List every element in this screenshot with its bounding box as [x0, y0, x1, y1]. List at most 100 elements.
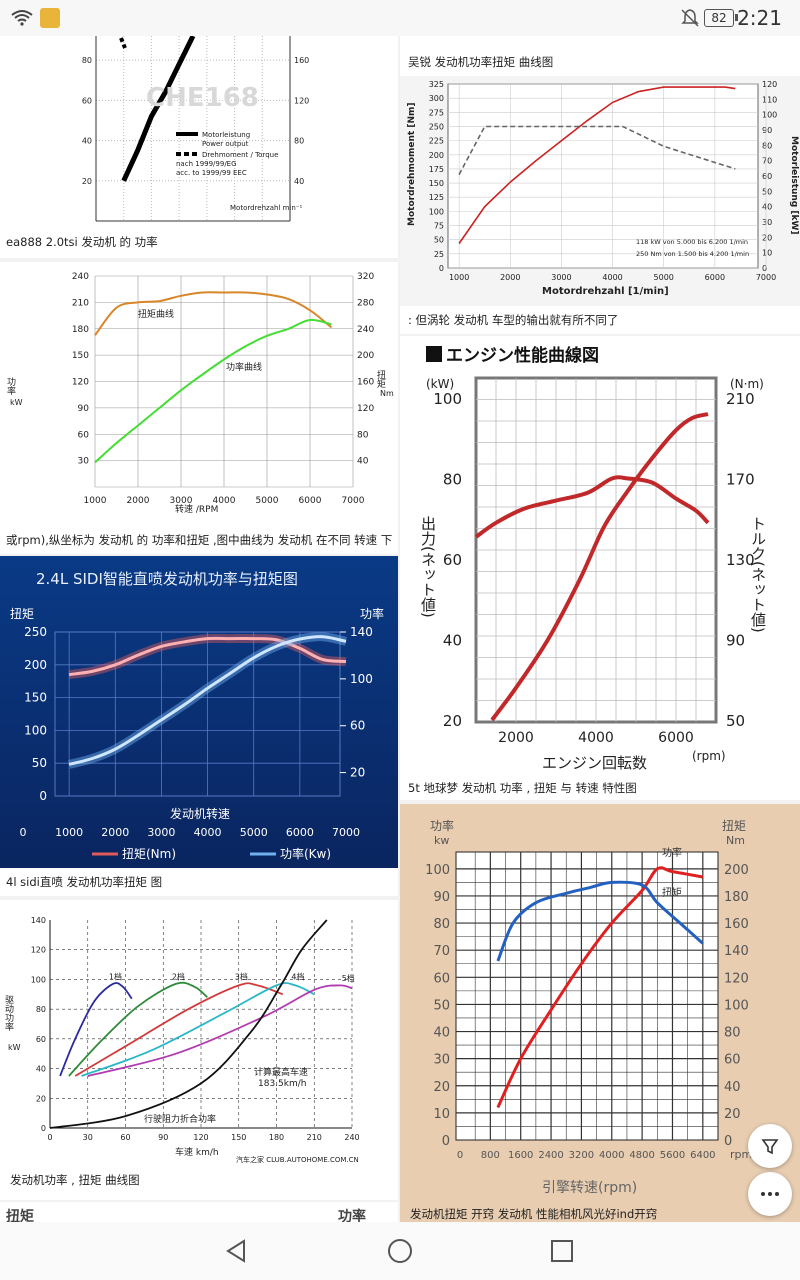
chart-motordrehzahl: 0 25 50 75 100 125 150 175 200 225 250 275 300 325 0 10… [400, 76, 800, 306]
chart-earth-dreams: 0 10 20 30 40 50 60 70 80 90 100 0 20 40 60 80 100 120 140… [425, 818, 752, 1196]
x-axis-title: エンジン回転数 [542, 754, 647, 772]
result-card-5[interactable]: 吴锐 发动机功率扭矩 曲线图 0 25 50 75 100 125 150 175 200 225… [400, 36, 800, 334]
series-power [496, 866, 704, 1109]
tick-label: 6000 [252, 225, 272, 226]
tick-label: 6000 [299, 496, 322, 506]
tick-label: 4000 [602, 273, 622, 282]
tick-label: 60 [443, 551, 462, 569]
back-icon[interactable] [216, 1231, 256, 1271]
tick-label: 160 [294, 56, 309, 65]
result-card-3[interactable]: 2.4L SIDI智能直喷发动机功率与扭矩图 扭矩 功率 0 50 100 150 200 25… [0, 556, 398, 896]
series-gear [59, 982, 133, 1077]
result-card-4[interactable]: 0 30 60 90 120 150 180 210 240 0 20 40 60 80 100 120 140… [0, 900, 398, 1200]
tick-label: 4000 [599, 1150, 624, 1161]
tick-label: 90 [78, 404, 90, 414]
tick-label: 60 [36, 1035, 46, 1044]
tick-label: 60 [724, 1053, 741, 1068]
y-axis-unit: Nm [380, 389, 394, 398]
tick-label: 40 [443, 632, 462, 650]
tick-label: 90 [726, 632, 745, 650]
tick-label: 4800 [629, 1150, 654, 1161]
tick-label: 80 [357, 430, 369, 440]
more-icon [761, 1192, 779, 1196]
chart-bg [0, 36, 398, 226]
tick-label: 70 [433, 944, 450, 959]
tick-label: 0 [439, 264, 444, 273]
tick-label: 7000 [342, 496, 365, 506]
tick-label: 125 [429, 193, 444, 202]
navigation-bar [0, 1222, 800, 1280]
tick-label: 1600 [508, 1150, 533, 1161]
tick-label: 100 [24, 723, 47, 737]
tick-label: 80 [724, 1026, 741, 1041]
tick-label: 0 [47, 1133, 52, 1142]
tick-label: 40 [82, 137, 92, 146]
tick-label: 6000 [705, 273, 725, 282]
recents-icon[interactable] [542, 1231, 582, 1271]
legend-label: Drehmoment / Torque [202, 151, 278, 159]
series-label: 功率 [662, 846, 682, 859]
partial-label-left: 扭矩 [6, 1209, 34, 1222]
result-card-6[interactable]: エンジン性能曲線図 (kW) (N·m) 20 40 60 80 100 50 90 130 170 2… [400, 336, 800, 800]
tick-label: 30 [762, 218, 772, 227]
series-power [94, 318, 332, 464]
tick-label: 25 [434, 250, 444, 259]
tick-label: 50 [434, 236, 444, 245]
y-axis-title: 功率 [430, 818, 454, 833]
tick-label: 20 [724, 1107, 741, 1122]
tick-label: 100 [425, 863, 450, 878]
x-axis-title: Motordrehzahl [1/min] [542, 286, 669, 297]
clock: 2:21 [737, 6, 782, 30]
tick-label: 180 [72, 325, 89, 335]
tick-label: 100 [762, 111, 777, 120]
tick-label: 40 [762, 203, 772, 212]
tick-label: 140 [724, 944, 749, 959]
tick-label: 150 [231, 1133, 246, 1142]
gear-label: 3档 [235, 971, 248, 981]
legend-label: 功率(Kw) [280, 846, 331, 861]
result-caption: ea888 2.0tsi 发动机 的 功率 [6, 235, 158, 249]
y-axis-title: 出力(ネット値) [419, 516, 437, 618]
tick-label: 240 [357, 325, 374, 335]
annotation: 行驶阻力折合功率 [144, 1113, 216, 1125]
tick-label: 5000 [224, 225, 244, 226]
tick-label: 90 [433, 890, 450, 905]
x-axis-title: 转速 /RPM [175, 503, 218, 515]
result-card-1[interactable]: 1000 2000 3000 4000 5000 6000 7000 20 40 60 80 40 80… [0, 36, 398, 258]
more-button[interactable] [748, 1172, 792, 1216]
tick-label: 100 [429, 207, 444, 216]
gear-label: 1档 [109, 971, 122, 981]
result-card-7[interactable]: 0 10 20 30 40 50 60 70 80 90 100 0 20 40 60 80 100 120 140… [400, 804, 800, 1222]
tick-label: 140 [350, 625, 373, 639]
y-axis-title: Motorleistung [kW] [789, 136, 799, 235]
gear-label: 2档 [172, 971, 185, 981]
filter-button[interactable] [748, 1124, 792, 1168]
tick-label: 40 [294, 177, 304, 186]
tick-label: 3200 [569, 1150, 594, 1161]
tick-label: 60 [762, 172, 772, 181]
chart-bg [0, 556, 398, 868]
result-caption: 吴锐 发动机功率扭矩 曲线图 [408, 55, 554, 69]
series-gear [74, 982, 284, 1077]
legend-label: nach 1999/99/EG [176, 160, 237, 168]
result-caption: 4l sidi直喷 发动机功率扭矩 图 [6, 875, 163, 889]
tick-label: 0 [457, 1150, 463, 1161]
tick-label: 320 [357, 272, 374, 282]
result-caption: 或rpm),纵坐标为 发动机 的 功率和扭矩 ,图中曲线为 发动机 在不同 转速… [6, 533, 393, 547]
tick-label: 90 [158, 1133, 168, 1142]
x-axis-unit: (rpm) [692, 749, 726, 763]
result-card-2[interactable]: 1000 2000 3000 4000 5000 6000 7000 30 60 90 120 150… [0, 262, 398, 554]
result-card-partial[interactable]: 扭矩 功率 [0, 1202, 398, 1222]
tick-label: 7000 [280, 225, 300, 226]
tick-label: 150 [72, 351, 89, 361]
tick-label: 170 [726, 471, 755, 489]
tick-label: 50 [32, 756, 47, 770]
legend-label: 扭矩(Nm) [122, 847, 176, 861]
x-axis-title: 发动机转速 [170, 806, 230, 821]
home-icon[interactable] [380, 1231, 420, 1271]
y-axis-unit: kW [8, 1043, 21, 1052]
tick-label: 4000 [213, 496, 236, 506]
tick-label: 80 [443, 471, 462, 489]
tick-label: 120 [724, 971, 749, 986]
tick-label: 30 [78, 457, 90, 467]
